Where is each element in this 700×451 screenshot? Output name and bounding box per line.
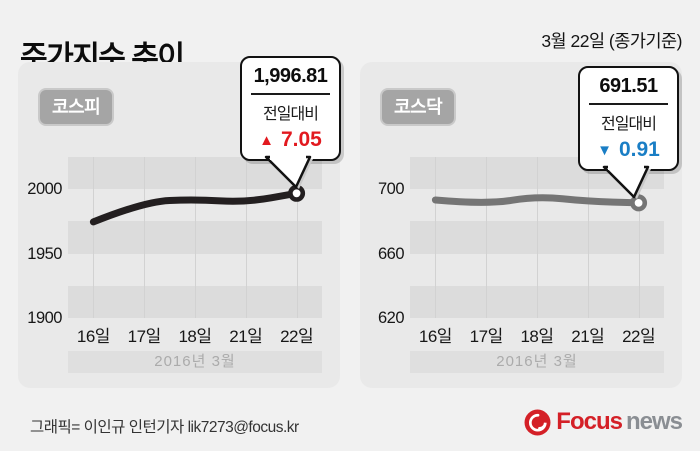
kosdaq-delta-label: 전일대비 xyxy=(601,116,657,133)
x-tick-label: 21일 xyxy=(571,327,605,346)
kosdaq-callout: 691.51 전일대비 ▼ 0.91 xyxy=(578,66,679,199)
date-note: 3월 22일 (종가기준) xyxy=(541,31,682,51)
kospi-plot-area xyxy=(68,157,322,318)
vertical-gridline xyxy=(93,157,95,318)
up-triangle-icon: ▲ xyxy=(259,131,274,149)
x-tick-label: 17일 xyxy=(127,327,162,346)
last-point-marker xyxy=(630,194,648,212)
x-tick-label: 22일 xyxy=(622,327,656,346)
y-tick-label: 660 xyxy=(377,244,405,263)
kospi-delta-row: ▲ 7.05 xyxy=(242,126,339,159)
vertical-gridline xyxy=(296,157,298,318)
divider xyxy=(251,93,330,95)
graphic-credit: 그래픽= 이인규 인턴기자 lik7273@focus.kr xyxy=(30,419,299,436)
vertical-gridline xyxy=(587,157,589,318)
kosdaq-chip: 코스닥 xyxy=(380,88,457,126)
코스닥-line xyxy=(431,194,648,212)
kospi-month-caption: 2016년 3월 xyxy=(68,351,322,373)
x-tick-label: 18일 xyxy=(520,327,554,346)
callout-tail xyxy=(602,165,651,199)
vertical-gridline xyxy=(486,157,488,318)
kospi-chip: 코스피 xyxy=(38,88,115,126)
kosdaq-x-axis: 16일 17일 18일 21일 22일 xyxy=(360,322,682,348)
x-tick-label: 18일 xyxy=(178,327,212,346)
x-tick-label: 21일 xyxy=(229,327,263,346)
x-tick-label: 22일 xyxy=(280,327,314,346)
focus-news-logo: Focus news xyxy=(524,408,683,436)
kospi-delta-value: 7.05 xyxy=(280,128,322,151)
kosdaq-delta-value: 0.91 xyxy=(618,138,660,161)
logo-text-focus: Focus xyxy=(556,408,623,435)
vertical-gridline xyxy=(435,157,437,318)
callout-tail xyxy=(264,155,313,189)
down-triangle-icon: ▼ xyxy=(597,141,612,159)
vertical-gridline xyxy=(195,157,196,318)
focus-swirl-icon xyxy=(524,409,551,435)
kospi-delta-label: 전일대비 xyxy=(263,106,319,123)
kospi-close-value: 1,996.81 xyxy=(253,65,328,87)
kospi-x-axis: 16일 17일 18일 21일 22일 xyxy=(18,322,340,348)
kosdaq-delta-row: ▼ 0.91 xyxy=(580,136,677,169)
x-tick-label: 17일 xyxy=(469,327,504,346)
vertical-gridline xyxy=(537,157,538,318)
vertical-gridline xyxy=(144,157,146,318)
y-tick-label: 2000 xyxy=(27,180,62,199)
y-tick-label: 1950 xyxy=(27,244,62,263)
vertical-gridline xyxy=(638,157,640,318)
x-tick-label: 16일 xyxy=(418,327,453,346)
kosdaq-month-caption: 2016년 3월 xyxy=(410,351,664,373)
divider xyxy=(589,103,668,105)
logo-text-news: news xyxy=(625,408,683,435)
kosdaq-close-value: 691.51 xyxy=(599,75,658,97)
x-tick-label: 16일 xyxy=(76,327,111,346)
kospi-callout: 1,996.81 전일대비 ▲ 7.05 xyxy=(240,56,341,189)
vertical-gridline xyxy=(245,157,247,318)
y-tick-label: 700 xyxy=(377,180,405,199)
